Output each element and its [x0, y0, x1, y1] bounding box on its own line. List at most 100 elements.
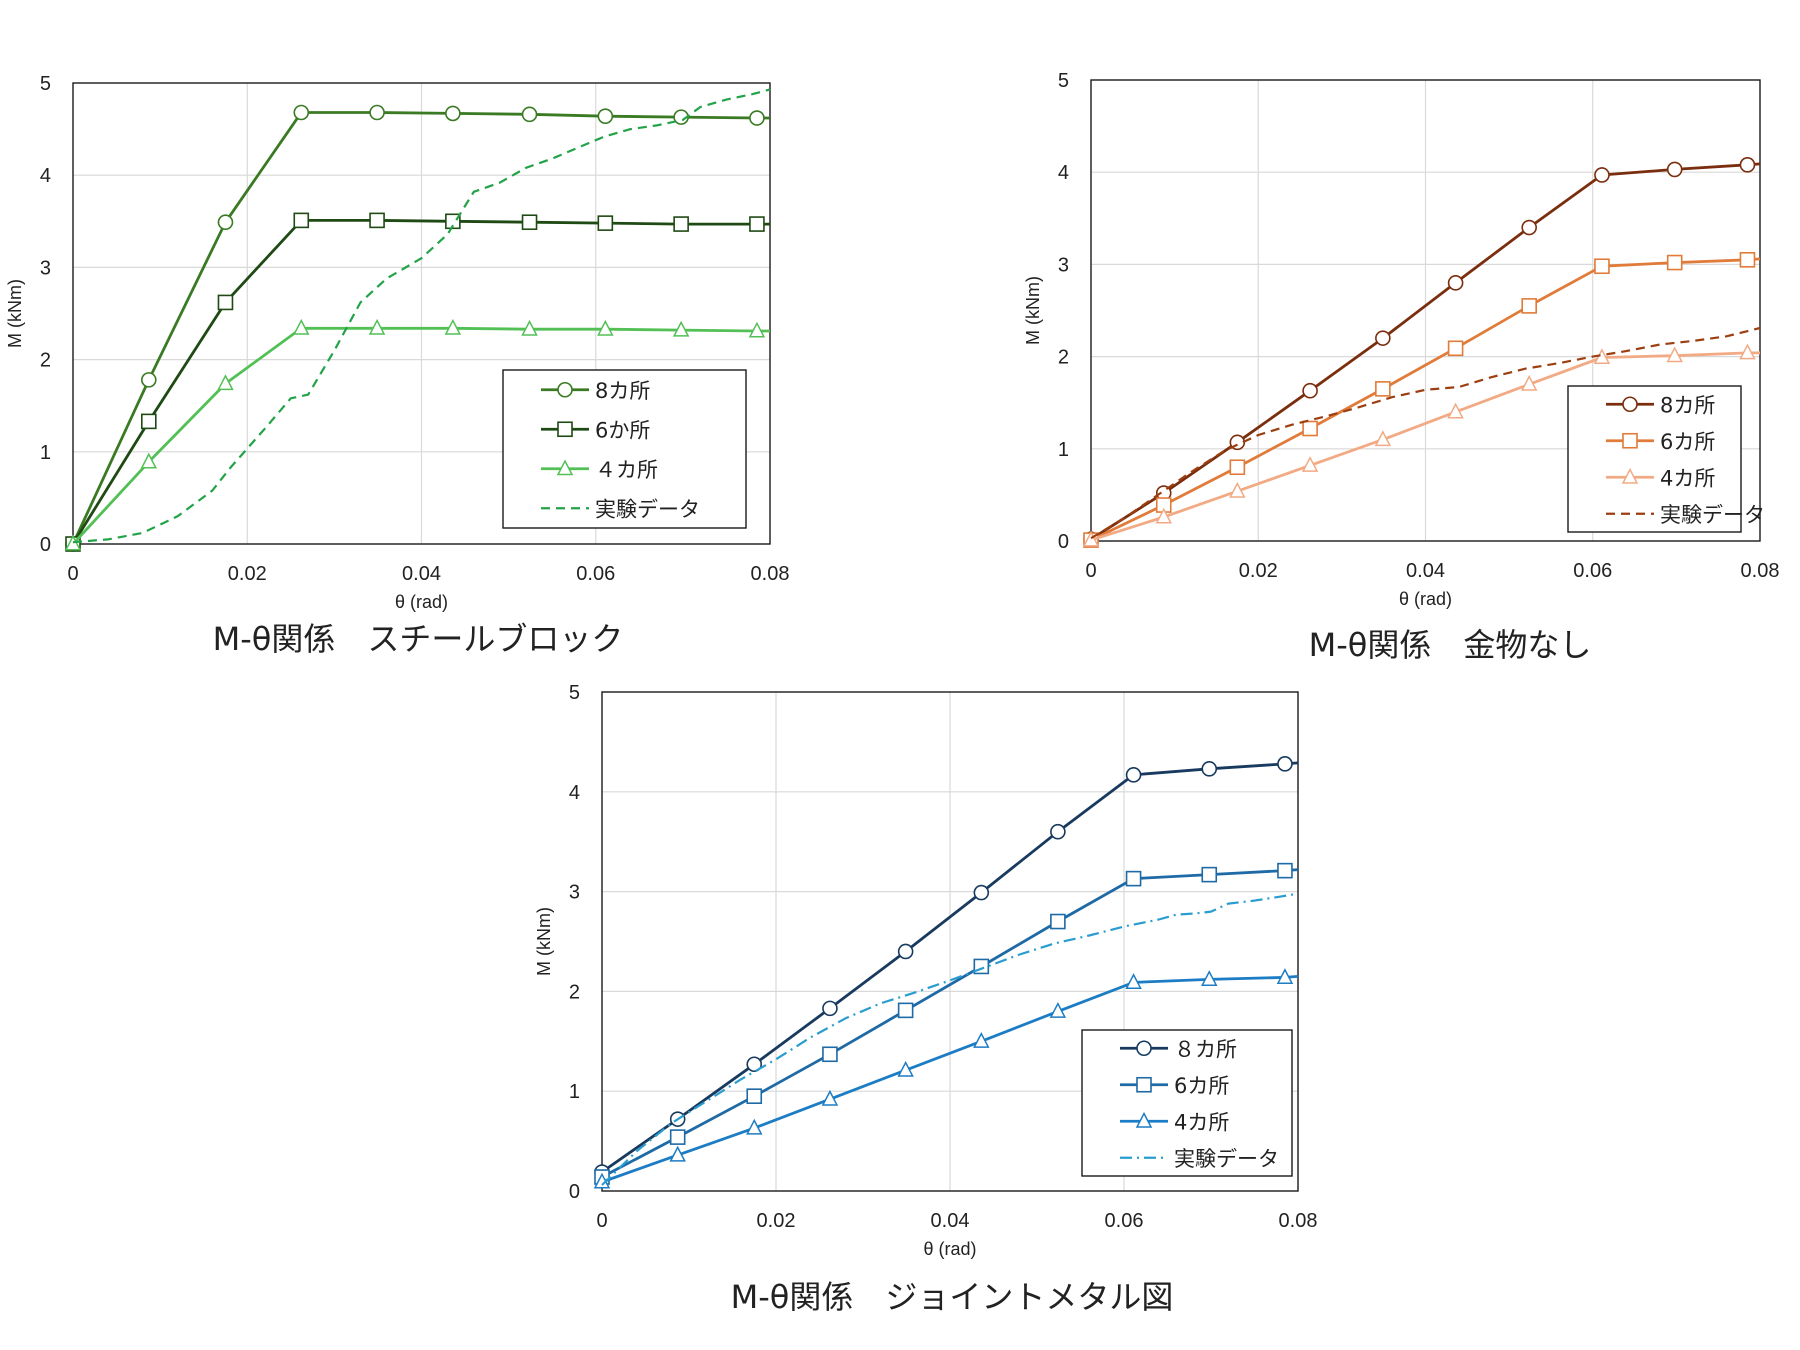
legend-marker — [1136, 1040, 1152, 1057]
data-point — [521, 214, 538, 231]
x-tick-label: 0.04 — [931, 1210, 970, 1232]
series-line — [601, 892, 1299, 1186]
data-point — [217, 214, 234, 231]
data-point — [1050, 823, 1066, 840]
data-point — [1521, 219, 1537, 236]
legend-box — [1081, 1029, 1293, 1177]
chart-caption: M-θ関係 金物なし — [1309, 626, 1592, 664]
data-point — [293, 212, 310, 229]
data-point — [1739, 251, 1756, 268]
legend-label: 実験データ — [1660, 503, 1765, 527]
legend-marker — [557, 381, 573, 398]
legend-marker — [1621, 467, 1639, 484]
y-axis-label: M (kNm) — [5, 279, 25, 348]
data-point — [669, 1145, 686, 1162]
data-point — [1666, 254, 1683, 271]
legend-label: 4カ所 — [1174, 1110, 1229, 1134]
y-axis-label: M (kNm) — [1023, 276, 1043, 345]
data-point — [597, 108, 614, 124]
legend-label: 8カ所 — [1660, 393, 1715, 417]
data-point — [1229, 481, 1246, 498]
legend-label: ８カ所 — [1174, 1037, 1237, 1061]
x-tick-label: 0.02 — [757, 1210, 796, 1232]
data-point — [369, 104, 385, 121]
data-point — [1050, 913, 1066, 930]
data-point — [746, 1088, 763, 1104]
chart-caption: M-θ関係 ジョイントメタル図 — [731, 1278, 1174, 1316]
series-4 — [601, 892, 1299, 1186]
plot-frame — [1090, 79, 1761, 542]
plot-frame — [72, 82, 771, 545]
data-point — [746, 1056, 763, 1073]
x-tick-label: 0.06 — [1573, 560, 1612, 582]
y-tick-label: 2 — [40, 350, 51, 372]
y-tick-label: 1 — [40, 442, 51, 464]
legend-marker — [1136, 1076, 1152, 1093]
y-tick-label: 1 — [569, 1081, 580, 1103]
data-point — [368, 318, 386, 335]
data-point — [1375, 330, 1391, 346]
y-tick-label: 4 — [569, 782, 580, 804]
y-tick-label: 4 — [40, 165, 51, 187]
y-tick-label: 5 — [40, 73, 51, 95]
data-point — [749, 216, 765, 232]
data-point — [1277, 756, 1293, 772]
data-point — [445, 213, 461, 230]
series-3 — [64, 318, 770, 551]
data-point — [1201, 761, 1218, 777]
data-point — [1666, 346, 1683, 363]
data-point — [1374, 430, 1392, 447]
chart-2: 0 0.02 0.04 0.06 0.08 0 1 2 3 4 5 θ (rad) M (kNm) 8カ所… — [1023, 70, 1779, 664]
legend-label: 6か所 — [595, 418, 650, 442]
x-tick-label: 0.04 — [402, 563, 441, 585]
data-point — [140, 413, 157, 430]
legend-marker — [556, 459, 574, 476]
data-point — [973, 884, 990, 901]
data-point — [140, 452, 158, 469]
data-point — [1375, 381, 1391, 397]
x-axis-label: θ (rad) — [923, 1239, 976, 1259]
y-tick-label: 3 — [40, 257, 51, 279]
data-point — [897, 1002, 914, 1019]
data-point — [821, 1089, 839, 1106]
data-point — [369, 212, 385, 229]
data-point — [1521, 298, 1537, 314]
legend-marker — [1622, 396, 1638, 413]
data-point — [64, 534, 82, 551]
chart-3: 0 0.02 0.04 0.06 0.08 0 1 2 3 4 5 θ (rad) M (kNm) ８カ所… — [534, 682, 1317, 1316]
data-point — [1302, 382, 1318, 399]
y-axis-label: M (kNm) — [534, 907, 554, 976]
y-tick-label: 2 — [569, 981, 580, 1003]
data-point — [897, 1060, 914, 1077]
x-tick-label: 0.06 — [1105, 1210, 1144, 1232]
x-tick-label: 0.06 — [576, 563, 615, 585]
y-tick-label: 1 — [1058, 439, 1069, 461]
data-point — [1125, 973, 1142, 989]
data-point — [822, 1000, 838, 1017]
chart-caption: M-θ関係 スチールブロック — [213, 620, 624, 658]
data-point — [445, 105, 461, 122]
x-tick-label: 0.02 — [1239, 560, 1278, 582]
data-point — [1302, 420, 1318, 437]
data-point — [1201, 970, 1218, 986]
data-point — [1447, 275, 1464, 291]
legend-label: ４カ所 — [595, 458, 658, 482]
y-tick-label: 0 — [569, 1181, 580, 1203]
data-point — [1594, 258, 1610, 275]
y-tick-label: 0 — [1058, 531, 1069, 553]
data-point — [521, 106, 538, 123]
y-tick-label: 2 — [1058, 347, 1069, 369]
data-point — [444, 318, 462, 335]
y-tick-label: 0 — [40, 534, 51, 556]
legend-box — [1567, 385, 1742, 533]
data-point — [822, 1046, 838, 1063]
data-point — [1739, 343, 1756, 360]
data-point — [1276, 968, 1294, 984]
data-point — [1447, 402, 1464, 419]
legend-marker — [557, 421, 573, 438]
legend-label: 8カ所 — [595, 379, 650, 403]
x-tick-label: 0.08 — [1741, 560, 1780, 582]
